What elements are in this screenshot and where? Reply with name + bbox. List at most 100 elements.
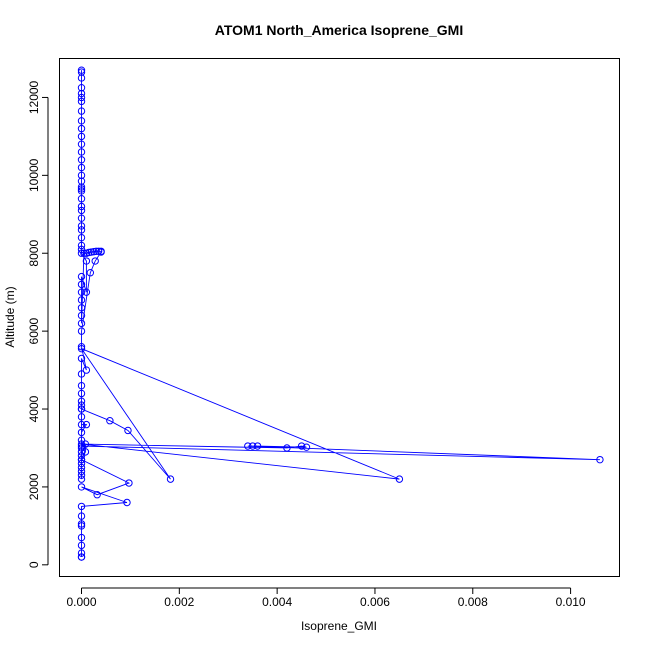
data-point [93, 491, 101, 499]
data-point [283, 444, 291, 452]
data-point [80, 249, 88, 257]
data-point [77, 311, 86, 320]
data-point [77, 467, 86, 476]
data-point [91, 257, 99, 265]
data-point [82, 257, 91, 265]
data-point [123, 498, 131, 507]
y-tick-label: 6000 [27, 317, 41, 344]
data-point [77, 233, 86, 242]
data-point [77, 187, 86, 195]
data-point [77, 97, 86, 106]
x-tick-label: 0.008 [458, 595, 488, 609]
data-point [77, 452, 86, 460]
y-tick-label: 8000 [27, 240, 41, 267]
data-point [77, 344, 86, 353]
data-point [77, 304, 86, 312]
data-point [77, 459, 86, 468]
data-point [77, 389, 86, 398]
data-point [244, 442, 252, 450]
data-point [77, 420, 86, 429]
data-point [77, 93, 86, 102]
data-point [253, 442, 262, 450]
data-point [77, 249, 86, 257]
data-point [77, 226, 86, 234]
data-point [77, 475, 86, 483]
data-point [77, 84, 86, 92]
data-point [77, 483, 86, 491]
x-axis: 0.000 0.002 0.004 0.006 0.008 0.010 [66, 587, 586, 609]
data-point [302, 443, 311, 451]
y-tick-label: 4000 [27, 395, 41, 422]
data-point [77, 195, 86, 203]
plot-frame [59, 58, 620, 577]
data-point [77, 405, 86, 413]
data-point [77, 541, 86, 550]
data-point [77, 440, 86, 448]
data-point [77, 553, 86, 561]
data-point [77, 171, 86, 180]
x-tick-label: 0.004 [262, 595, 292, 609]
data-point [77, 280, 86, 289]
data-point [77, 455, 86, 464]
data-point [77, 89, 86, 98]
data-point [77, 66, 86, 74]
data-point [82, 288, 91, 296]
data-point [77, 327, 86, 335]
data-point [297, 442, 306, 450]
data-point [77, 436, 86, 444]
data-point [86, 269, 95, 277]
y-tick-label: 12000 [27, 80, 41, 114]
data-point [77, 370, 86, 378]
data-point [77, 132, 86, 141]
data-point [77, 245, 86, 254]
data-point [77, 354, 86, 363]
data-point [77, 156, 86, 164]
data-point [596, 455, 604, 464]
data-point [87, 248, 95, 256]
data-point [77, 107, 86, 115]
data-point [92, 247, 100, 255]
data-point [106, 417, 114, 425]
plot-area [77, 66, 604, 561]
data-point [77, 397, 86, 405]
data-point [395, 475, 404, 483]
data-point [77, 117, 86, 125]
data-point [77, 74, 86, 82]
data-point [77, 183, 86, 191]
y-axis: 0 2000 4000 6000 8000 10000 12000 [27, 80, 49, 568]
x-tick-label: 0.000 [66, 595, 96, 609]
data-point [82, 366, 91, 374]
data-point [77, 241, 86, 250]
series-line [80, 70, 600, 558]
data-point [77, 288, 86, 296]
data-point [77, 463, 86, 472]
data-point [81, 440, 90, 448]
y-tick-label: 0 [27, 561, 41, 568]
data-point [77, 68, 86, 76]
data-point [85, 248, 93, 257]
data-point [77, 413, 86, 421]
x-axis-label: Isoprene_GMI [301, 619, 377, 633]
y-axis-label: Altitude (m) [3, 286, 17, 347]
data-point [77, 163, 86, 172]
data-point [77, 272, 86, 281]
data-point [166, 475, 175, 483]
data-point [125, 479, 133, 487]
data-point [77, 533, 86, 542]
data-point [77, 148, 86, 156]
data-point [77, 442, 86, 450]
data-point [77, 343, 86, 351]
data-point [77, 214, 86, 222]
data-point [77, 448, 86, 456]
data-point [77, 124, 86, 133]
y-tick-label: 10000 [27, 158, 41, 192]
x-tick-label: 0.006 [360, 595, 390, 609]
data-point [90, 247, 98, 256]
data-point [124, 426, 132, 435]
data-point [77, 177, 86, 185]
data-point [77, 319, 86, 328]
data-point [77, 140, 86, 148]
data-point [77, 502, 86, 511]
data-point [77, 522, 86, 530]
data-point [81, 448, 90, 456]
